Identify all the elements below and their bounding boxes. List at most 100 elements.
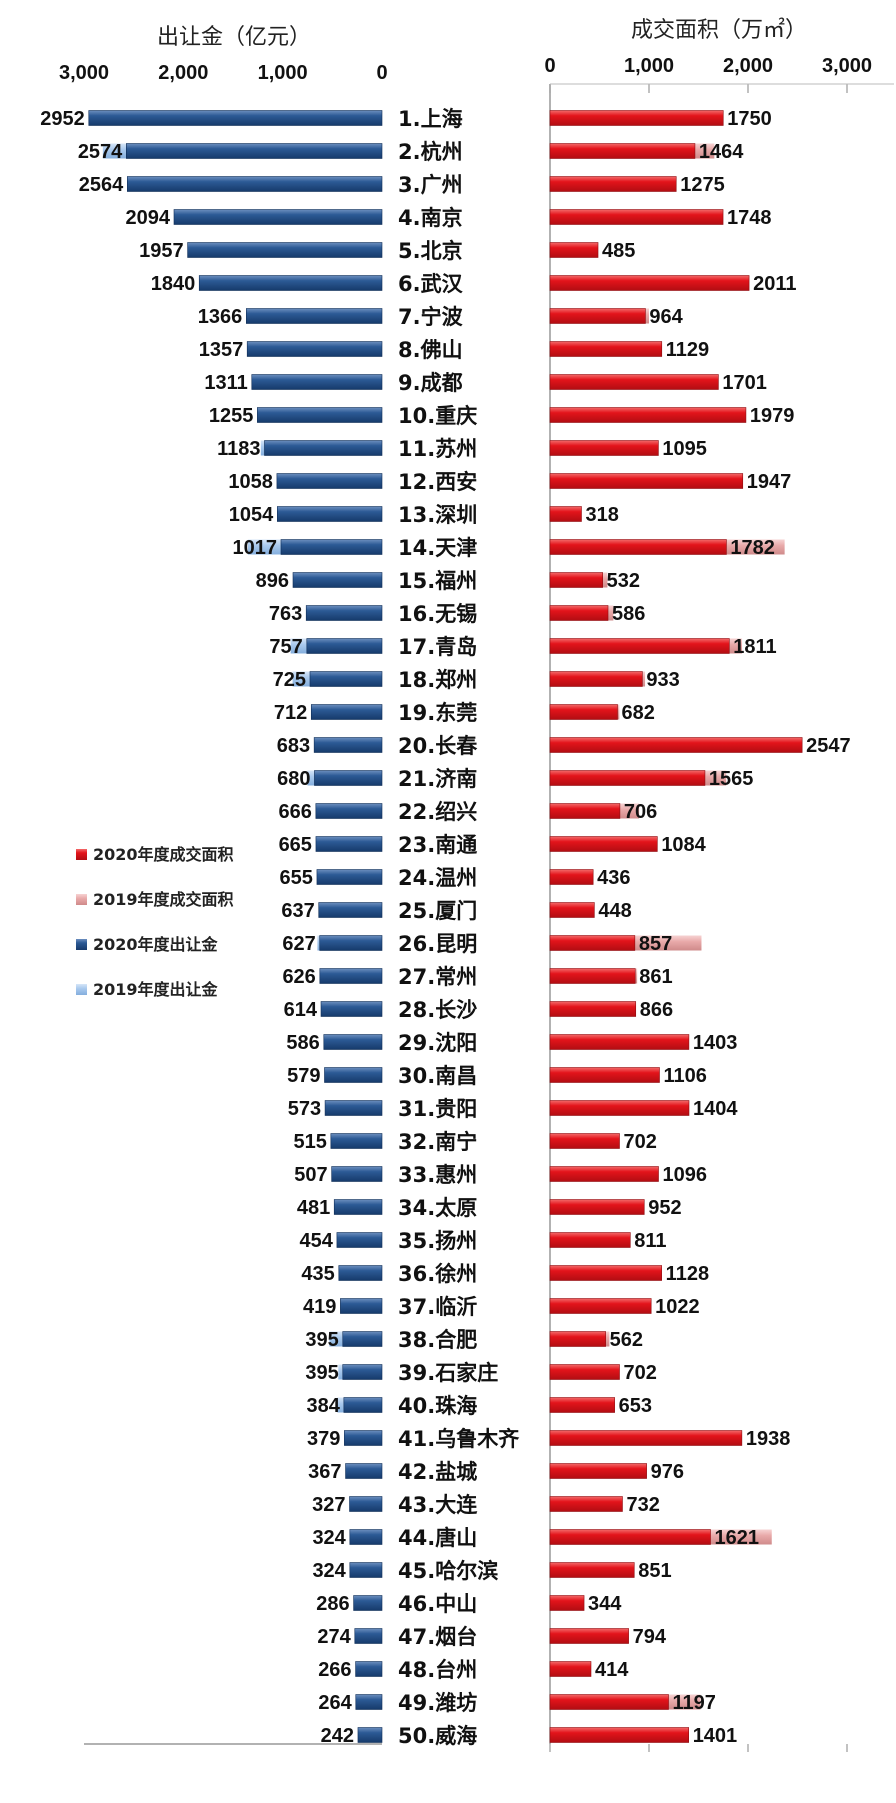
fee-2020-bar — [343, 1397, 383, 1413]
fee-2020-bar — [251, 374, 383, 390]
area-2020-bar — [549, 1232, 631, 1248]
city-label: 41.乌鲁木齐 — [398, 1427, 520, 1451]
city-label: 32.南宁 — [398, 1130, 477, 1154]
fee-2020-bar — [344, 1430, 383, 1446]
fee-value-label: 435 — [301, 1263, 334, 1285]
area-value-label: 1403 — [693, 1032, 738, 1054]
area-value-label: 1129 — [666, 339, 709, 361]
fee-2020-bar — [126, 143, 383, 159]
area-2020-bar — [549, 242, 599, 258]
fee-2020-bar — [276, 473, 383, 489]
left-axis-ticks: 3,000 2,000 1,000 0 — [59, 62, 388, 84]
area-value-label: 706 — [624, 801, 657, 823]
area-2020-bar — [549, 473, 744, 489]
area-value-label: 1197 — [673, 1692, 716, 1714]
fee-2020-bar — [345, 1463, 383, 1479]
legend-label: 2020年度成交面积 — [93, 845, 234, 864]
fee-value-label: 1054 — [229, 504, 274, 526]
area-value-label: 1464 — [699, 141, 744, 163]
left-tick-label: 3,000 — [59, 62, 109, 84]
area-value-label: 702 — [623, 1131, 656, 1153]
left-axis-title: 出让金（亿元） — [157, 25, 311, 50]
area-2020-bar — [549, 1529, 711, 1545]
fee-value-label: 627 — [282, 933, 315, 955]
fee-value-label: 683 — [277, 735, 310, 757]
area-2020-bar — [549, 1298, 652, 1314]
area-2020-bar — [549, 110, 724, 126]
city-label: 7.宁波 — [398, 305, 464, 329]
area-value-label: 562 — [610, 1329, 643, 1351]
fee-2020-bar — [342, 1331, 383, 1347]
fee-2020-bar — [340, 1298, 383, 1314]
city-label: 18.郑州 — [398, 668, 477, 692]
city-label: 37.临沂 — [398, 1295, 477, 1319]
city-label: 44.唐山 — [398, 1526, 477, 1550]
fee-value-label: 573 — [288, 1098, 321, 1120]
fee-2020-bar — [333, 1199, 383, 1215]
city-label: 40.珠海 — [398, 1394, 477, 1418]
fee-2020-bar — [313, 737, 383, 753]
fee-value-label: 395 — [305, 1362, 338, 1384]
area-2020-bar — [549, 968, 636, 984]
city-label: 39.石家庄 — [398, 1361, 498, 1385]
city-label: 13.深圳 — [398, 503, 477, 527]
fee-value-label: 586 — [286, 1032, 319, 1054]
area-2020-bar — [549, 1067, 660, 1083]
city-label: 9.成都 — [398, 371, 463, 395]
fee-value-label: 712 — [274, 702, 307, 724]
city-label: 4.南京 — [398, 206, 463, 230]
right-tick-label: 3,000 — [822, 55, 872, 77]
fee-value-label: 579 — [287, 1065, 320, 1087]
legend-swatch — [76, 894, 87, 905]
fee-value-label: 1255 — [209, 405, 254, 427]
fee-value-label: 384 — [306, 1395, 340, 1417]
area-value-label: 1782 — [730, 537, 775, 559]
area-2020-bar — [549, 1397, 615, 1413]
legend-swatch — [76, 939, 87, 950]
fee-2020-bar — [319, 968, 383, 984]
fee-2020-bar — [331, 1166, 383, 1182]
fee-value-label: 1017 — [232, 537, 277, 559]
left-bars — [88, 110, 383, 1743]
area-2020-bar — [549, 836, 658, 852]
area-2020-bar — [549, 869, 594, 885]
fee-value-label: 379 — [307, 1428, 340, 1450]
area-value-label: 964 — [649, 306, 683, 328]
fee-value-label: 1366 — [198, 306, 243, 328]
fee-value-label: 2952 — [40, 108, 85, 130]
area-value-label: 1084 — [661, 834, 706, 856]
area-2020-bar — [549, 704, 618, 720]
area-value-label: 794 — [633, 1626, 667, 1648]
area-2020-bar — [549, 1166, 659, 1182]
fee-2020-bar — [306, 638, 383, 654]
right-axis-ticks: 0 1,000 2,000 3,000 — [544, 55, 872, 1752]
fee-2020-bar — [349, 1496, 383, 1512]
legend-swatch — [76, 849, 87, 860]
fee-value-label: 637 — [281, 900, 314, 922]
fee-2020-bar — [330, 1133, 383, 1149]
area-value-label: 586 — [612, 603, 645, 625]
area-2020-bar — [549, 605, 609, 621]
city-label: 12.西安 — [398, 470, 477, 494]
area-value-label: 2011 — [753, 273, 796, 295]
area-2020-bar — [549, 374, 719, 390]
fee-2020-bar — [309, 671, 383, 687]
area-value-label: 1811 — [733, 636, 776, 658]
fee-2020-bar — [354, 1628, 383, 1644]
area-value-label: 1750 — [727, 108, 772, 130]
city-label: 49.潍坊 — [398, 1691, 477, 1715]
area-2020-bar — [549, 1364, 620, 1380]
fee-2020-bar — [319, 935, 383, 951]
area-value-label: 414 — [595, 1659, 629, 1681]
area-value-label: 1401 — [693, 1725, 738, 1747]
fee-2020-bar — [323, 1034, 383, 1050]
fee-2020-bar — [246, 341, 383, 357]
area-2020-bar — [549, 1331, 606, 1347]
city-label: 26.昆明 — [398, 932, 477, 956]
area-2020-bar — [549, 308, 646, 324]
fee-2020-bar — [305, 605, 383, 621]
fee-2020-bar — [264, 440, 383, 456]
fee-value-label: 419 — [303, 1296, 336, 1318]
fee-2020-bar — [277, 506, 383, 522]
